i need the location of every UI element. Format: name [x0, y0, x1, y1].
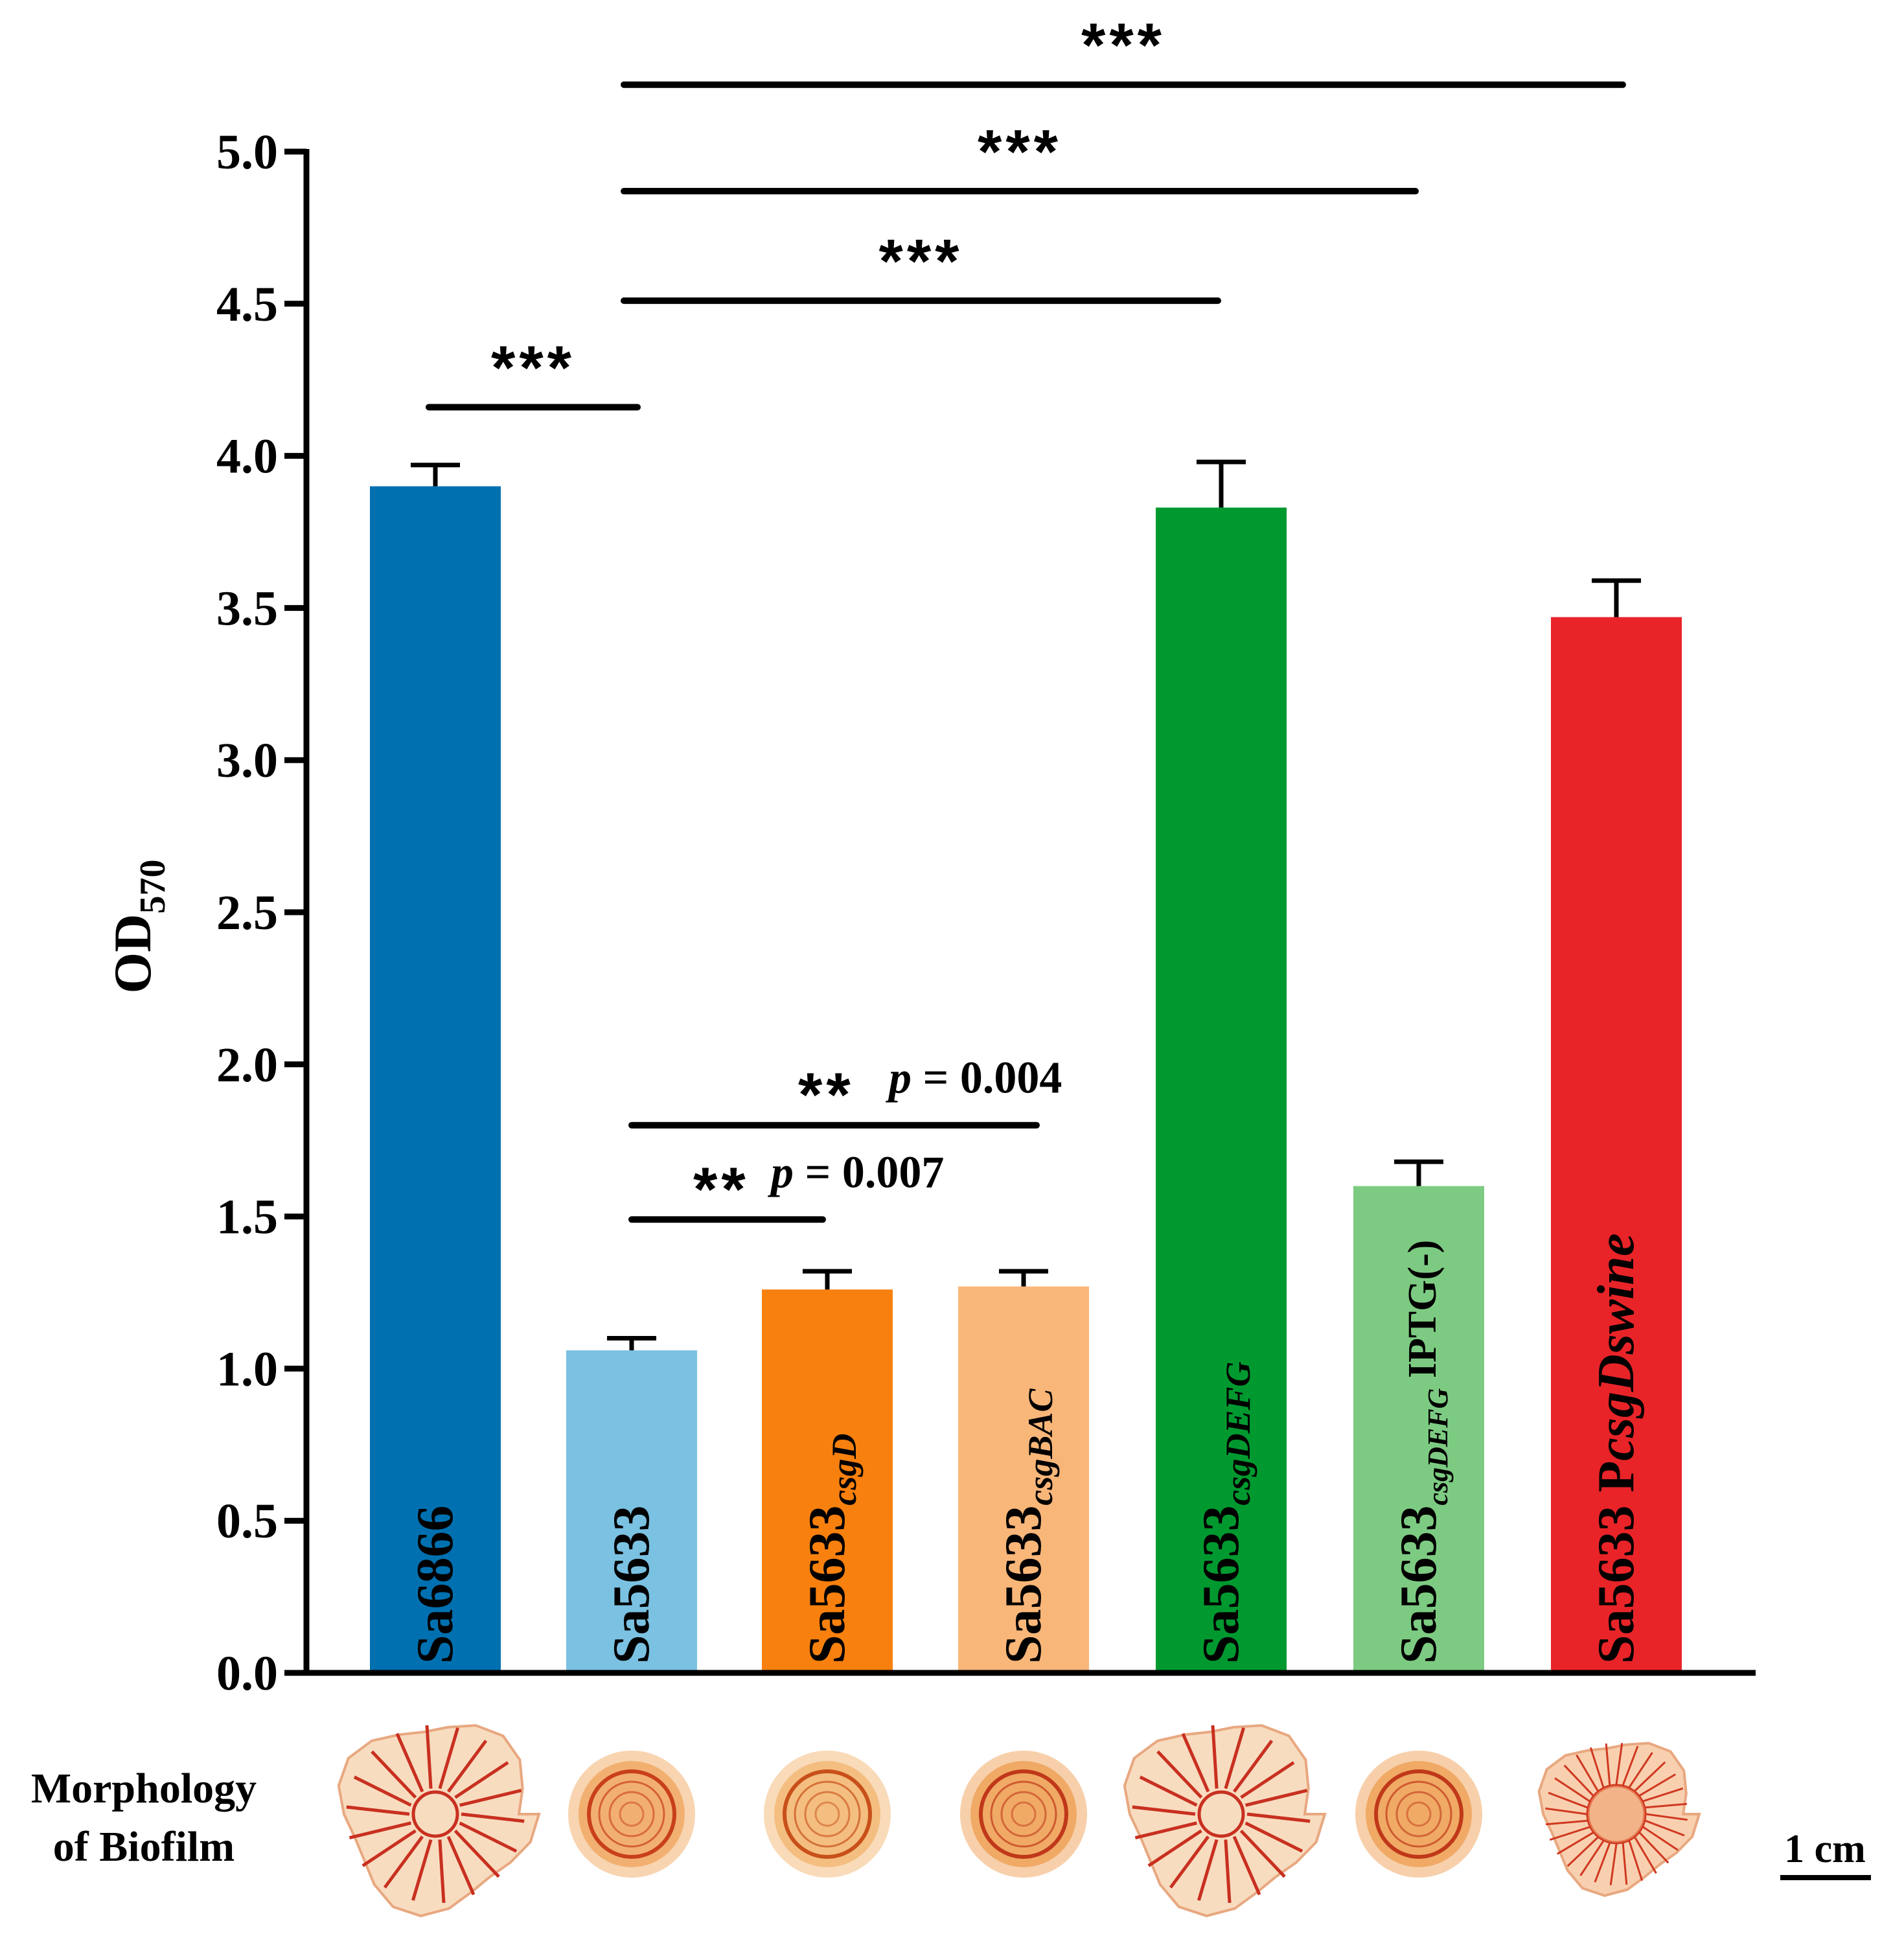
y-tick-label: 0.5: [216, 1494, 278, 1548]
bar-1: [370, 486, 501, 1673]
y-tick-label: 3.0: [216, 733, 278, 788]
y-tick-label: 1.5: [216, 1190, 278, 1245]
y-tick-label: 2.0: [216, 1038, 278, 1092]
y-tick-label: 0.0: [216, 1646, 278, 1701]
significance-stars: ***: [1081, 11, 1165, 80]
bar-labels: Sa6866 Sa5633 Sa5633csgDSa5633csgBACSa5633…: [407, 1234, 1645, 1664]
bar-label-4: Sa5633csgBAC: [995, 1388, 1060, 1664]
bar-label-1: Sa6866: [407, 1506, 464, 1664]
bar-label-2: Sa5633: [603, 1506, 660, 1664]
colony-image-4: [960, 1751, 1087, 1878]
bar-label-main: Sa6866: [407, 1506, 464, 1664]
significance-stars: **: [798, 1061, 855, 1130]
p-symbol: p: [886, 1053, 912, 1103]
bar-label-main: Sa5633: [1390, 1506, 1447, 1664]
significance-stars: **: [693, 1155, 750, 1224]
bar-label-5: Sa5633csgDEFG: [1193, 1361, 1257, 1664]
y-tick-label: 3.5: [216, 581, 278, 636]
y-tick-label: 1.0: [216, 1342, 278, 1396]
colony-image-3: [764, 1751, 891, 1878]
colony-image-6: [1355, 1751, 1482, 1878]
p-value: = 0.007: [794, 1147, 944, 1197]
y-axis-title-subscript: 570: [133, 860, 173, 914]
p-symbol: p: [768, 1147, 794, 1197]
significance-stars: ***: [878, 227, 963, 296]
bar-5: [1156, 507, 1287, 1673]
y-tick-label: 5.0: [216, 125, 278, 179]
bar-label-main: Sa5633: [603, 1506, 660, 1664]
morphology-label-line1: Morphology: [31, 1765, 257, 1812]
p-value-text: p = 0.004: [886, 1053, 1062, 1103]
bar-label-subscript: csgDEFG: [1422, 1388, 1454, 1505]
morphology-row: [337, 1724, 1701, 1918]
bar-label-6: Sa5633csgDEFG IPTG(-): [1390, 1240, 1454, 1664]
bar-label-main: Sa5633: [1193, 1506, 1250, 1664]
p-value-text: p = 0.007: [768, 1147, 944, 1197]
bar-2: [566, 1350, 697, 1673]
y-axis: 0.0 0.5 1.0 1.5 2.0 2.5 3.0 3.5 4.0 4.5 5.0: [216, 125, 310, 1701]
y-tick-label: 4.0: [216, 430, 278, 484]
colony-image-2: [568, 1751, 695, 1878]
bar-label-7: Sa5633 PcsgDswine: [1588, 1234, 1645, 1664]
bar-4: [958, 1286, 1089, 1673]
y-axis-title: OD570: [103, 860, 173, 994]
colony-image-5: [1123, 1724, 1327, 1918]
bar-label-suffix: IPTG(-): [1401, 1240, 1445, 1388]
significance-stars: ***: [978, 117, 1062, 187]
bars: [370, 486, 1682, 1673]
significance-stars: ***: [491, 333, 575, 402]
y-tick-label: 2.5: [216, 886, 278, 940]
bar-label-subscript: csgD: [825, 1434, 864, 1506]
bar-label-italic-suffix: csgDswine: [1588, 1234, 1645, 1461]
colony-image-7: [1537, 1742, 1701, 1897]
significance-brackets: ************** p = 0.007** p = 0.004: [426, 11, 1626, 1224]
y-tick-label: 4.5: [216, 277, 278, 332]
bar-label-subscript: csgBAC: [1021, 1388, 1060, 1505]
bar-7: [1551, 617, 1682, 1673]
bar-label-main: Sa5633: [799, 1506, 856, 1664]
scale-bar-label: 1 cm: [1784, 1827, 1866, 1871]
y-axis-title-main: OD: [103, 914, 162, 994]
bar-label-subscript: csgDEFG: [1219, 1361, 1257, 1505]
bar-label-3: Sa5633csgD: [799, 1434, 864, 1664]
bar-label-main: Sa5633: [995, 1506, 1052, 1664]
p-value: = 0.004: [912, 1053, 1062, 1103]
colony-image-1: [337, 1724, 541, 1918]
bar-6: [1353, 1186, 1484, 1673]
morphology-label-line2: of Biofilm: [53, 1823, 235, 1870]
error-bars: [411, 459, 1641, 1351]
bar-label-main: Sa5633 P: [1588, 1461, 1645, 1664]
bar-3: [762, 1289, 893, 1673]
